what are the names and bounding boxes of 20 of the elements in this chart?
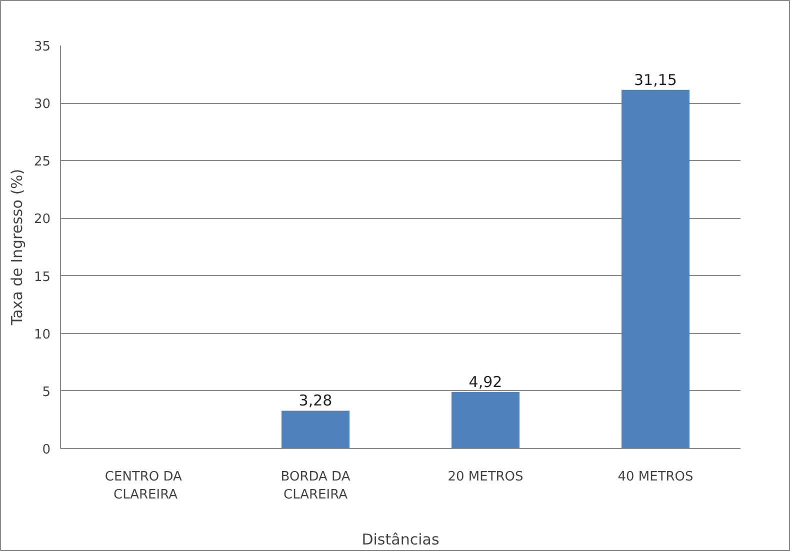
y-tick-label: 0 xyxy=(42,442,51,458)
x-tick-label: BORDA DA CLAREIRA xyxy=(280,470,350,502)
y-tick-label: 25 xyxy=(34,154,51,170)
y-tick-label: 5 xyxy=(42,384,51,400)
data-label: 3,28 xyxy=(298,392,332,410)
y-tick-label: 35 xyxy=(34,40,51,54)
bar xyxy=(622,90,690,448)
x-axis-title: Distâncias xyxy=(362,530,440,548)
data-label: 31,15 xyxy=(634,70,677,89)
x-tick-label: 20 METROS xyxy=(448,470,524,484)
y-tick-label: 30 xyxy=(34,97,51,112)
y-axis-title: Taxa de Ingresso (%) xyxy=(8,168,26,326)
data-label: 4,92 xyxy=(468,372,502,391)
x-tick-label: CENTRO DA CLAREIRA xyxy=(104,470,182,502)
y-tick-label: 15 xyxy=(34,270,51,285)
bar xyxy=(452,392,520,448)
x-tick-label: 40 METROS xyxy=(618,470,694,484)
bar xyxy=(282,410,350,448)
y-tick-label: 10 xyxy=(34,327,51,342)
y-tick-label: 20 xyxy=(34,212,51,228)
